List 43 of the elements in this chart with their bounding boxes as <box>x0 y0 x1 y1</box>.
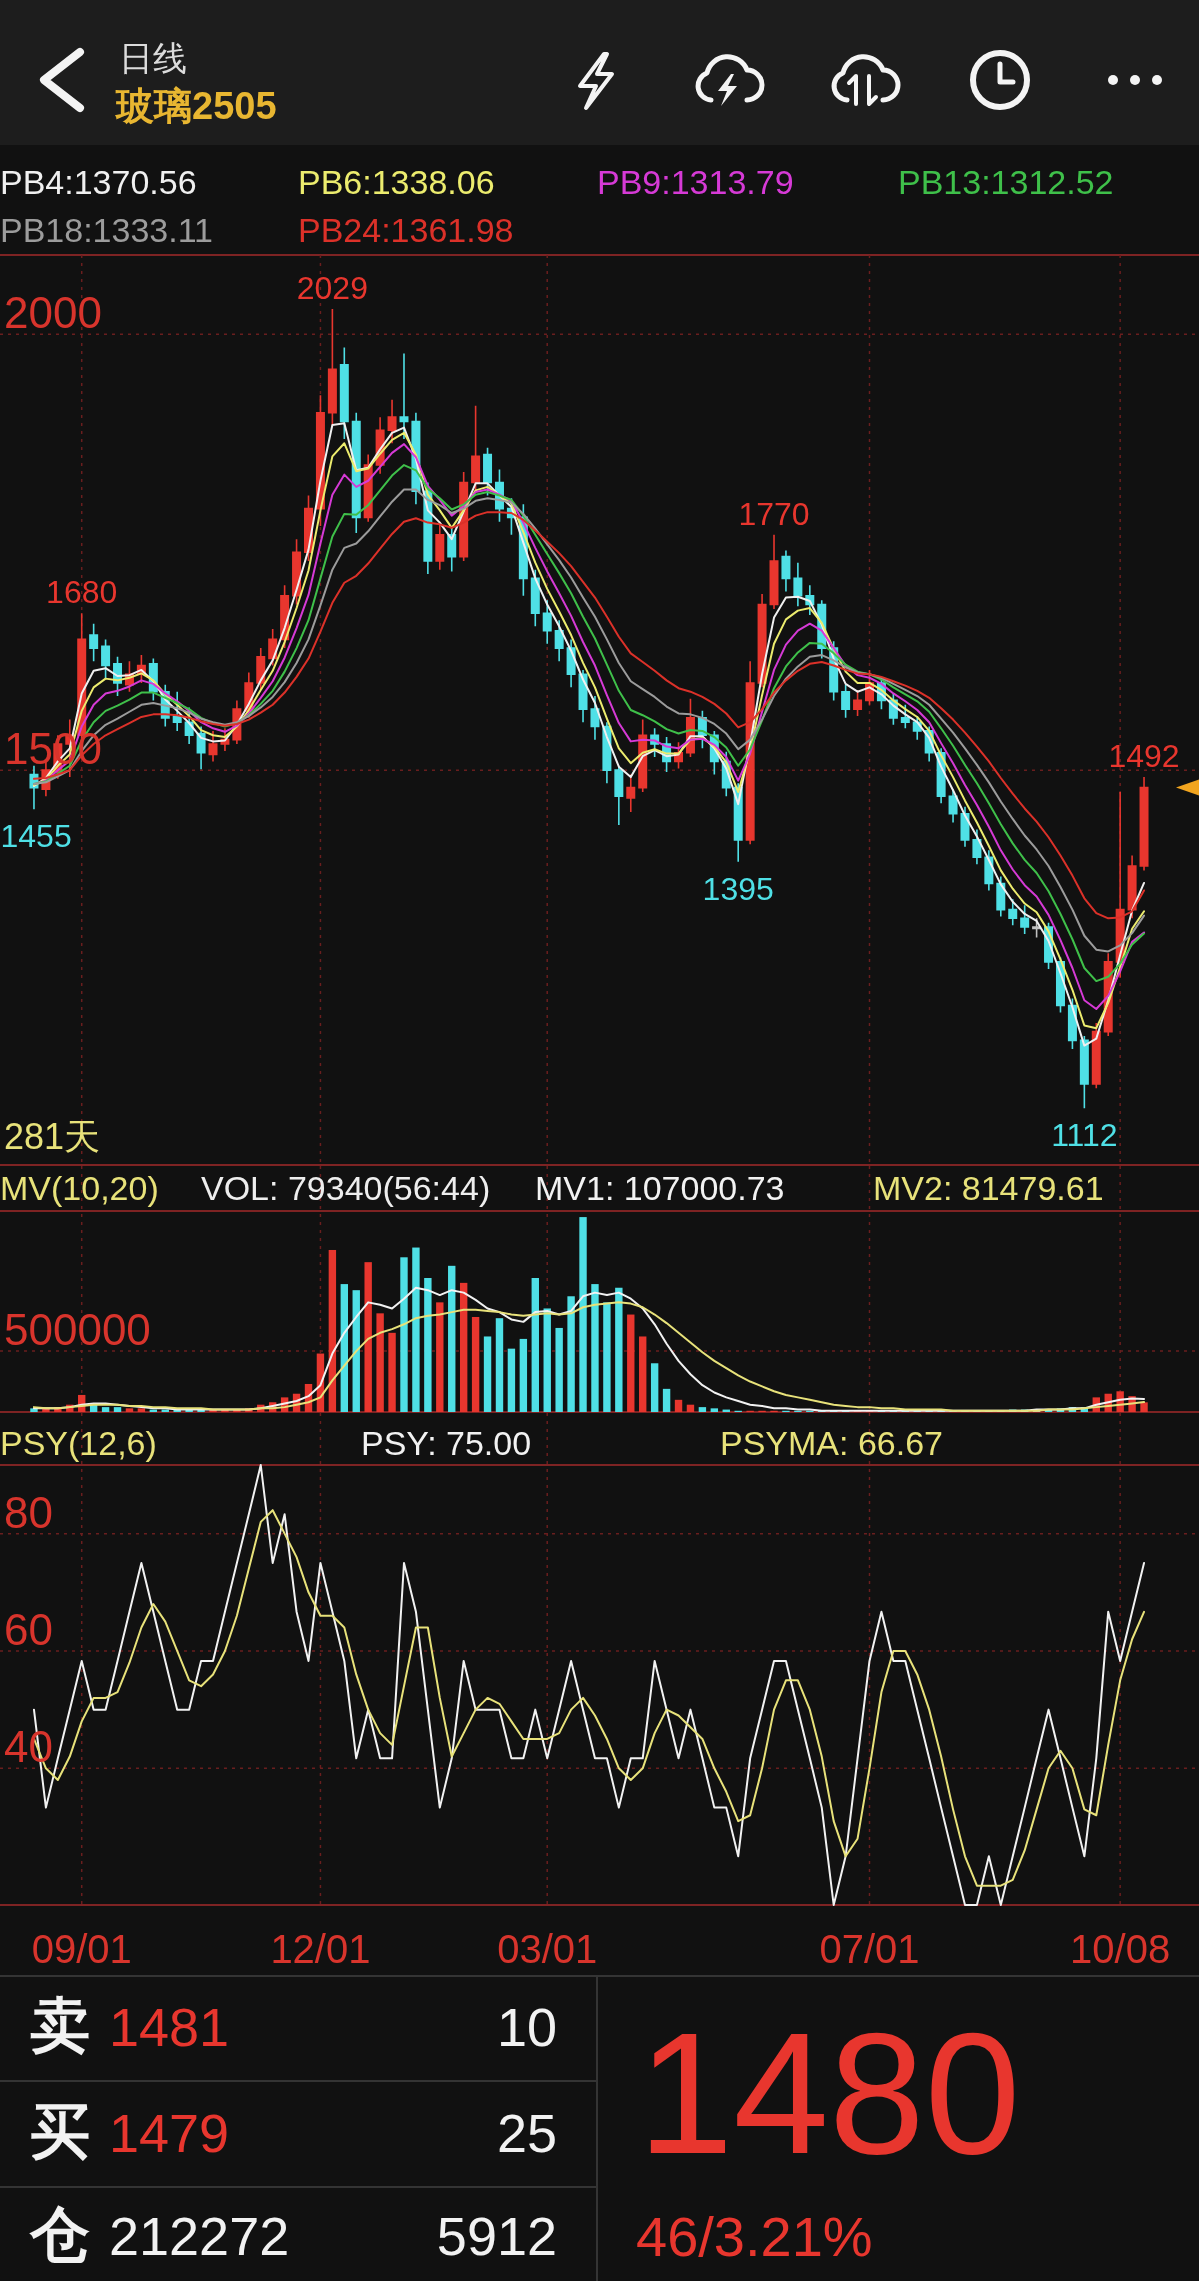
y-tick-label: 2000 <box>4 288 102 338</box>
text: 46/3.21% <box>636 2205 873 2268</box>
text: 仓 <box>29 2201 90 2268</box>
text: 买 <box>30 2098 90 2165</box>
y-tick-label: 500000 <box>4 1305 151 1355</box>
text: PSY: 75.00 <box>361 1424 532 1462</box>
text: 卖 <box>30 1992 90 2059</box>
text: PB13:1312.52 <box>898 163 1114 201</box>
text: 1481 <box>109 1997 230 2057</box>
annotation: 1112 <box>1051 1117 1118 1154</box>
x-tick-label: 07/01 <box>819 1927 920 1971</box>
annotation: 281天 <box>4 1116 101 1157</box>
text: MV1: 107000.73 <box>535 1169 785 1207</box>
text: 10 <box>496 1997 557 2057</box>
text: 212272 <box>109 2206 290 2266</box>
text: PB4:1370.56 <box>0 163 197 201</box>
text: PB9:1313.79 <box>597 163 794 201</box>
text: PB6:1338.06 <box>298 163 495 201</box>
text: 25 <box>496 2103 557 2163</box>
annotation: 1492 <box>1108 738 1180 775</box>
text: 1479 <box>109 2103 230 2163</box>
annotation: 1680 <box>46 574 118 611</box>
annotation: 1395 <box>702 870 774 907</box>
text: PB18:1333.11 <box>0 211 213 249</box>
annotation: 1770 <box>738 495 810 532</box>
x-tick-label: 09/01 <box>31 1927 132 1971</box>
annotation: 1455 <box>0 818 72 855</box>
text: PSYMA: 66.67 <box>720 1424 944 1462</box>
text: MV2: 81479.61 <box>873 1169 1104 1207</box>
text: PB24:1361.98 <box>298 211 514 249</box>
chart-title: PSY(12,6) <box>0 1424 157 1462</box>
chart-subtitle: 玻璃2505 <box>114 85 277 127</box>
chart-title: 日线 <box>119 39 187 77</box>
text: 1480 <box>637 1997 1021 2189</box>
text: 5912 <box>436 2206 557 2266</box>
y-tick-label: 60 <box>4 1604 53 1654</box>
x-tick-label: 03/01 <box>497 1927 598 1971</box>
x-tick-label: 10/08 <box>1070 1927 1171 1971</box>
annotation: 2029 <box>296 270 368 307</box>
x-tick-label: 12/01 <box>270 1927 371 1971</box>
chart-title: MV(10,20) <box>0 1169 159 1207</box>
y-tick-label: 80 <box>4 1487 53 1537</box>
text: VOL: 79340(56:44) <box>201 1169 491 1207</box>
